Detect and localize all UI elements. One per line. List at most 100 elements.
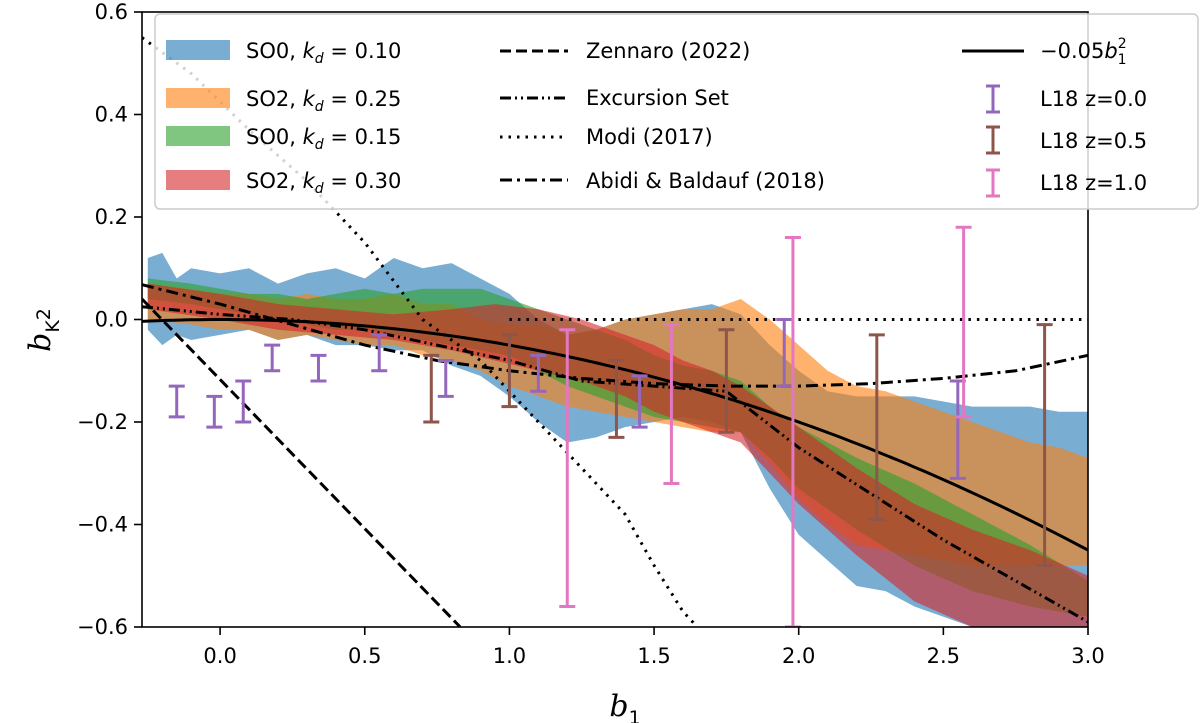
errorbars-layer [168,225,1053,627]
legend-label-prefix: SO0, [246,39,303,63]
legend-label: SO0, kd = 0.10 [246,39,401,67]
legend-entry-zennaro: Zennaro (2022) [500,39,750,63]
legend-label-sub: d [315,51,324,67]
legend-formula-coef: −0.05 [1040,39,1104,63]
errorbar-0-2 [235,379,252,424]
y-tick-label: 0.4 [95,103,128,127]
legend-label: Modi (2017) [586,125,713,149]
legend-label-sub: d [315,181,324,197]
legend-formula-sub: 1 [1118,52,1127,68]
legend-label: Excursion Set [586,86,729,110]
x-tick-label: 3.0 [1071,644,1104,668]
errorbar-0-1 [206,394,223,429]
legend-label-sub: d [315,137,324,153]
legend-errorbar-icon [986,84,1000,114]
x-tick-label: 1.0 [493,644,526,668]
y-axis-label-sup: 2 [33,308,55,320]
legend-label-value: 0.10 [355,39,402,63]
y-tick-label: −0.2 [77,410,128,434]
x-axis-label: b1 [609,689,640,723]
line-dashed [142,297,462,627]
legend-label: SO2, kd = 0.30 [246,169,401,197]
legend-label: L18 z=0.0 [1040,87,1147,111]
legend-label-eq: = [324,39,355,63]
y-axis-label-group: bK2 [23,308,64,352]
errorbar-0-6 [437,359,454,398]
legend-entry-excursion: Excursion Set [500,86,729,110]
legend-label: Zennaro (2022) [586,39,750,63]
errorbar-1-2 [608,359,625,439]
errorbar-0-9 [776,318,793,388]
errorbar-2-2 [784,236,801,627]
y-axis-label: bK2 [23,308,64,352]
legend-label: Abidi & Baldauf (2018) [586,169,825,193]
legend-entry-so0-010: SO0, kd = 0.10 [166,39,401,67]
errorbar-0-7 [530,353,547,393]
errorbar-0-4 [310,353,327,383]
legend-errorbar-icon [986,125,1000,155]
y-axis-label-sub: K [42,320,64,333]
x-tick-label: 2.5 [927,644,960,668]
legend-label-eq: = [324,125,355,149]
legend-swatch [166,170,230,190]
errorbar-0-5 [371,333,388,373]
legend-frame [154,13,1199,210]
legend-label: SO2, kd = 0.25 [246,87,401,115]
legend-label-prefix: SO2, [246,169,303,193]
errorbar-2-1 [663,323,680,485]
y-tick-label: −0.6 [77,615,128,639]
y-tick-label: 0.0 [95,308,128,332]
legend-label: SO0, kd = 0.15 [246,125,401,153]
errorbar-1-4 [868,333,885,521]
legend-label-k: k [303,87,316,111]
legend-entry-abidi: Abidi & Baldauf (2018) [500,169,825,193]
legend-label-k: k [303,125,316,149]
y-tick-label: 0.2 [95,205,128,229]
errorbar-0-0 [168,384,185,419]
legend-label-value: 0.30 [355,169,402,193]
legend-label-value: 0.15 [355,125,402,149]
legend-formula-sup: 2 [1118,36,1127,52]
x-tick-label: 0.0 [203,644,236,668]
errorbar-0-8 [631,374,648,429]
legend-entry-modi: Modi (2017) [500,125,713,149]
errorbar-2-3 [955,225,972,419]
legend-entry-l18-z10: L18 z=1.0 [986,168,1147,198]
x-tick-label: 0.5 [348,644,381,668]
legend-entry-formula: −0.05b2 1 [962,36,1127,68]
errorbar-2-0 [559,328,576,608]
legend-label-sub: d [315,99,324,115]
x-axis-label-main: b [609,689,628,723]
legend-swatch [166,126,230,146]
legend-label-prefix: SO0, [246,125,303,149]
line-dotted [142,36,699,627]
bands-layer [147,252,1088,627]
legend-entry-so2-030: SO2, kd = 0.30 [166,169,401,197]
legend-entry-so0-015: SO0, kd = 0.15 [166,125,401,153]
band-3 [147,283,1088,627]
errorbar-0-3 [264,343,281,373]
legend-label-value: 0.25 [355,87,402,111]
legend-label: L18 z=0.5 [1040,129,1147,153]
legend-label-prefix: SO2, [246,87,303,111]
legend-label-k: k [303,39,316,63]
axes-layer: 0.0 0.5 1.0 1.5 2.0 2.5 3.0 −0.6 −0.4 −0.2 0.0 0.2 0… [77,0,1105,668]
errorbar-1-0 [423,353,440,424]
y-axis-label-main: b [23,333,58,352]
legend-formula-var: b [1104,39,1117,63]
legend-entry-l18-z00: L18 z=0.0 [986,84,1147,114]
legend-entry-l18-z05: L18 z=0.5 [986,125,1147,155]
x-tick-label: 1.5 [637,644,670,668]
legend-entry-so2-025: SO2, kd = 0.25 [166,87,401,115]
x-tick-label: 2.0 [782,644,815,668]
errorbar-1-5 [1036,323,1053,567]
x-axis-label-sub: 1 [629,707,641,723]
errorbar-1-3 [718,328,735,434]
y-tick-label: −0.4 [77,513,128,537]
legend-label-eq: = [324,169,355,193]
legend-swatch [166,40,230,60]
legend-label: −0.05b2 1 [1040,36,1127,68]
legend-swatch [166,88,230,108]
errorbar-1-1 [501,333,518,409]
y-tick-label: 0.6 [95,0,128,24]
